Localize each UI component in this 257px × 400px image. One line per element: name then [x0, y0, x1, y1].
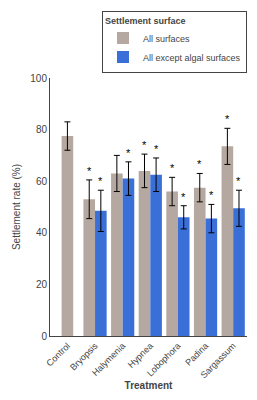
svg-text:Hypnea: Hypnea: [126, 341, 155, 370]
svg-text:All surfaces: All surfaces: [143, 34, 190, 44]
svg-text:*: *: [170, 162, 175, 174]
svg-text:*: *: [225, 113, 230, 125]
svg-text:60: 60: [36, 176, 48, 187]
svg-text:Treatment: Treatment: [125, 380, 173, 391]
svg-text:80: 80: [36, 124, 48, 135]
svg-text:0: 0: [41, 331, 47, 342]
svg-text:*: *: [236, 175, 241, 187]
svg-text:*: *: [98, 175, 103, 187]
svg-text:All except algal surfaces: All except algal surfaces: [143, 53, 241, 63]
svg-text:Sargassum: Sargassum: [199, 341, 238, 380]
svg-text:Control: Control: [44, 341, 72, 369]
svg-text:Lobophora: Lobophora: [145, 341, 183, 379]
svg-text:Halymenia: Halymenia: [90, 341, 127, 378]
svg-text:Settlement rate (%): Settlement rate (%): [11, 164, 22, 250]
svg-text:40: 40: [36, 227, 48, 238]
svg-text:*: *: [181, 191, 186, 203]
svg-text:*: *: [154, 143, 159, 155]
svg-text:*: *: [87, 165, 92, 177]
svg-text:Bryopsis: Bryopsis: [68, 340, 100, 372]
svg-text:*: *: [209, 189, 214, 201]
svg-text:*: *: [126, 147, 131, 159]
svg-text:Settlement surface: Settlement surface: [105, 16, 186, 26]
svg-text:*: *: [197, 158, 202, 170]
svg-text:20: 20: [36, 279, 48, 290]
svg-text:100: 100: [30, 73, 47, 84]
svg-text:Padina: Padina: [183, 341, 210, 368]
svg-text:*: *: [142, 139, 147, 151]
